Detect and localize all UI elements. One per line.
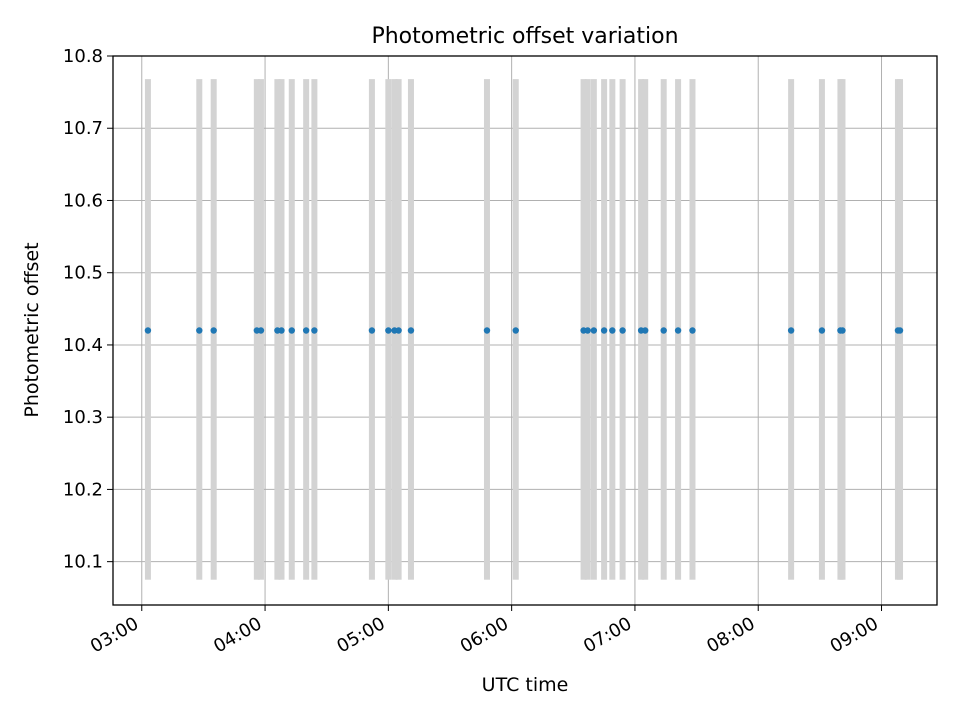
x-tick-label: 05:00 xyxy=(333,613,388,657)
plot-frame xyxy=(112,55,938,606)
data-point xyxy=(395,327,402,334)
data-point xyxy=(288,327,295,334)
y-tick-label: 10.5 xyxy=(63,263,103,284)
data-points xyxy=(144,327,904,334)
x-axis-label: UTC time xyxy=(482,674,569,696)
data-point xyxy=(590,327,598,334)
x-tick-label: 03:00 xyxy=(87,613,142,657)
y-tick-label: 10.6 xyxy=(63,190,103,211)
data-point xyxy=(210,327,217,334)
x-tick-label: 07:00 xyxy=(580,613,635,657)
data-point xyxy=(619,327,626,334)
data-point xyxy=(787,327,795,334)
y-tick-label: 10.1 xyxy=(63,552,103,573)
data-point xyxy=(196,327,203,334)
y-tick-label: 10.2 xyxy=(63,479,103,500)
data-point xyxy=(584,327,591,334)
x-tick-label: 06:00 xyxy=(457,613,512,657)
x-axis-ticks: 03:00 04:00 05:00 06:00 07:00 08:00 09:00 xyxy=(87,605,883,657)
data-point xyxy=(609,327,616,334)
data-point xyxy=(278,327,285,334)
data-point xyxy=(660,327,667,334)
data-point xyxy=(385,327,392,334)
data-point xyxy=(689,327,696,334)
x-tick-label: 09:00 xyxy=(827,613,882,657)
data-point xyxy=(483,327,491,334)
y-tick-label: 10.4 xyxy=(63,335,103,356)
x-tick-label: 04:00 xyxy=(210,613,265,657)
data-point xyxy=(368,327,376,334)
x-tick-label: 08:00 xyxy=(703,613,758,657)
data-point xyxy=(674,327,682,334)
data-point xyxy=(144,327,152,334)
y-tick-label: 10.8 xyxy=(63,46,103,67)
data-point xyxy=(839,327,846,334)
data-point xyxy=(311,327,318,334)
data-point xyxy=(642,327,649,334)
y-tick-label: 10.7 xyxy=(63,118,103,139)
y-axis-label: Photometric offset xyxy=(21,242,43,417)
grid xyxy=(113,55,937,605)
y-axis-ticks: 10.1 10.2 10.3 10.4 10.5 10.6 10.7 10.8 xyxy=(63,46,113,573)
data-point xyxy=(407,327,415,334)
data-point xyxy=(512,327,519,334)
data-point xyxy=(896,327,904,334)
data-point xyxy=(257,327,265,334)
chart-title: Photometric offset variation xyxy=(371,24,678,49)
data-point xyxy=(818,327,826,334)
data-point xyxy=(600,327,608,334)
y-tick-label: 10.3 xyxy=(63,407,103,428)
data-point xyxy=(302,327,310,334)
